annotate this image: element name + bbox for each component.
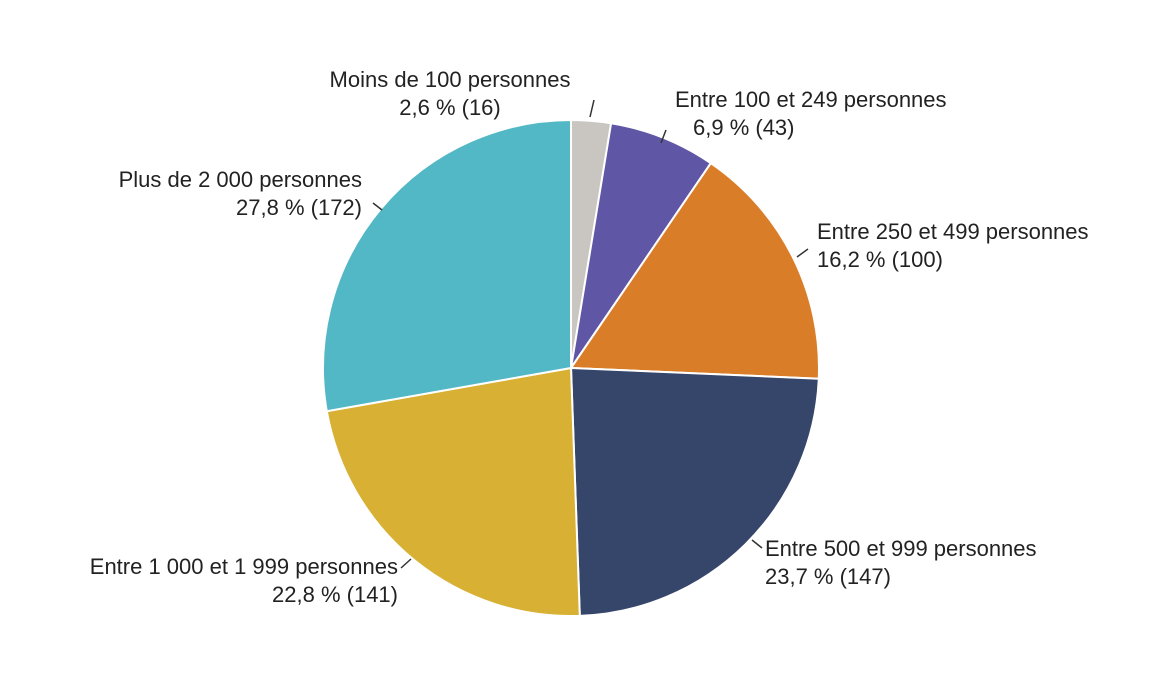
value-label: 16,2 % (100) — [817, 247, 943, 272]
pie-slice-5 — [322, 118, 572, 413]
value-label: 2,6 % (16) — [399, 95, 501, 120]
leader-line — [372, 202, 383, 211]
pie-slice-4 — [325, 366, 581, 617]
value-label: 27,8 % (172) — [236, 195, 362, 220]
category-label: Plus de 2 000 personnes — [118, 167, 362, 192]
category-label: Entre 250 et 499 personnes — [817, 219, 1089, 244]
value-label: 22,8 % (141) — [272, 582, 398, 607]
category-label: Entre 500 et 999 personnes — [765, 536, 1037, 561]
pie-slice-2 — [569, 161, 820, 380]
category-label: Moins de 100 personnes — [329, 67, 571, 92]
slice-label-moins-100: Moins de 100 personnes 2,6 % (16) — [300, 66, 600, 122]
pie-slice-3 — [569, 366, 820, 617]
value-label: 23,7 % (147) — [765, 564, 891, 589]
category-label: Entre 1 000 et 1 999 personnes — [89, 554, 398, 579]
slice-label-500-999: Entre 500 et 999 personnes 23,7 % (147) — [765, 535, 1037, 591]
category-label: Entre 100 et 249 personnes — [675, 87, 947, 112]
leader-line — [400, 558, 412, 569]
slice-label-250-499: Entre 250 et 499 personnes 16,2 % (100) — [817, 218, 1089, 274]
leader-line — [796, 248, 809, 258]
slice-label-100-249: Entre 100 et 249 personnes 6,9 % (43) — [675, 86, 947, 142]
leader-line — [751, 539, 763, 549]
slice-label-1000-1999: Entre 1 000 et 1 999 personnes 22,8 % (1… — [20, 553, 398, 609]
leader-line — [660, 129, 667, 144]
value-label: 6,9 % (43) — [693, 115, 795, 140]
slice-label-plus-2000: Plus de 2 000 personnes 27,8 % (172) — [40, 166, 362, 222]
leader-line — [589, 99, 595, 118]
